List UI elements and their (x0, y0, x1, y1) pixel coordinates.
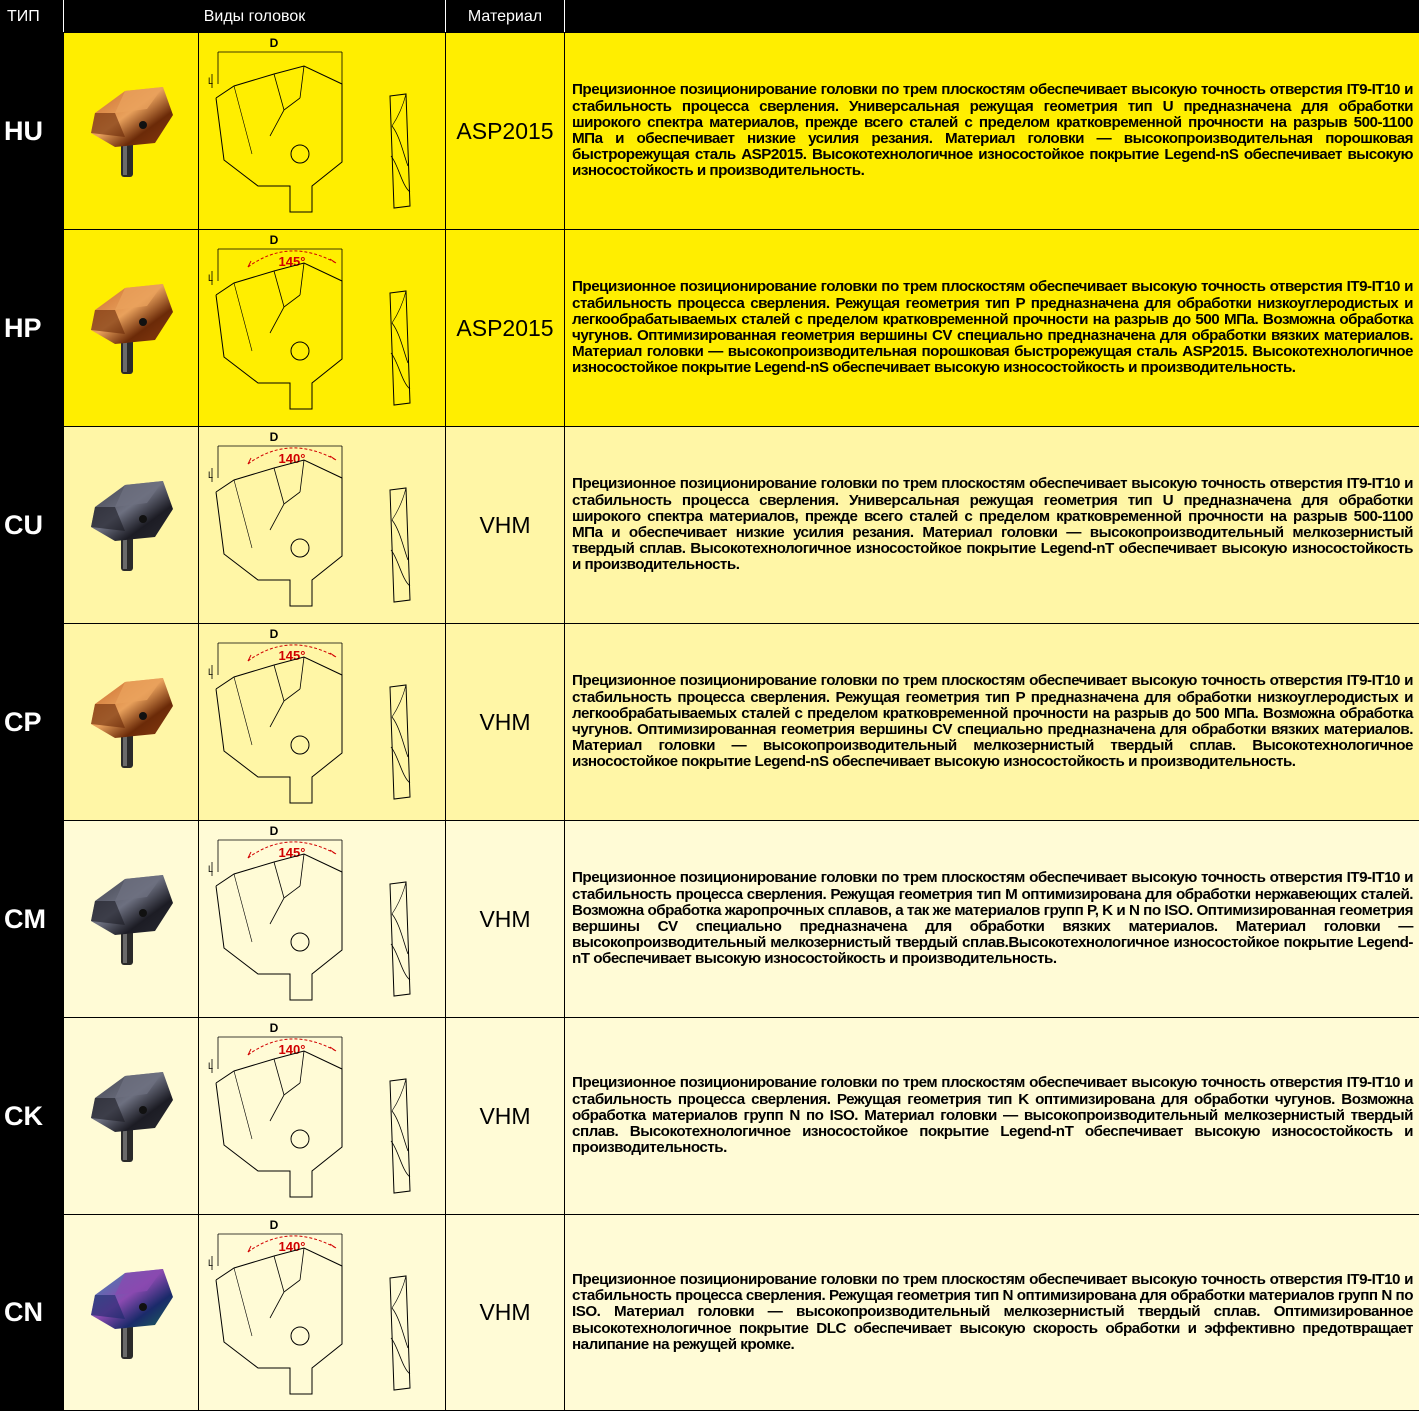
material-cell: VHM (446, 427, 565, 624)
header-views: Виды головок (64, 1, 446, 33)
head-drawing-cell: D L 145° (199, 821, 446, 1018)
angle-label: 145° (279, 254, 306, 269)
material-cell: VHM (446, 1215, 565, 1411)
head-photo (85, 278, 177, 378)
type-code: HU (1, 33, 64, 230)
head-photo (85, 475, 177, 575)
head-photo-cell (64, 230, 199, 427)
head-drawing: DL (204, 36, 440, 226)
length-label: L (208, 1258, 213, 1268)
head-drawing-cell: D L 140° (199, 427, 446, 624)
material-cell: VHM (446, 821, 565, 1018)
diameter-label: D (270, 824, 279, 838)
header-description (565, 1, 1419, 33)
description-cell: Прецизионное позиционирование головки по… (565, 230, 1419, 427)
diameter-label: D (270, 1218, 279, 1232)
head-drawing-cell: D L 140° (199, 1215, 446, 1411)
length-label: L (208, 470, 213, 480)
angle-label: 140° (279, 1239, 306, 1254)
material-cell: ASP2015 (446, 230, 565, 427)
diameter-label: D (270, 36, 279, 50)
head-photo (85, 1263, 177, 1363)
head-photo-cell (64, 1018, 199, 1215)
header-type: ТИП (1, 1, 64, 33)
length-label: L (208, 273, 213, 283)
head-drawing: D L 140° (204, 430, 440, 620)
head-drawing-cell: D L 145° (199, 230, 446, 427)
length-label: L (208, 864, 213, 874)
head-photo (85, 1066, 177, 1166)
type-code: CN (1, 1215, 64, 1411)
head-photo (85, 81, 177, 181)
head-photo (85, 869, 177, 969)
length-label: L (208, 1061, 213, 1071)
type-code: CP (1, 624, 64, 821)
angle-label: 145° (279, 845, 306, 860)
head-drawing: D L 145° (204, 233, 440, 423)
head-drawing-cell: D L 140° (199, 1018, 446, 1215)
description-cell: Прецизионное позиционирование головки по… (565, 821, 1419, 1018)
type-code: CU (1, 427, 64, 624)
length-label: L (208, 76, 213, 86)
head-drawing: D L 145° (204, 627, 440, 817)
description-cell: Прецизионное позиционирование головки по… (565, 427, 1419, 624)
length-label: L (208, 667, 213, 677)
diameter-label: D (270, 430, 279, 444)
material-cell: VHM (446, 1018, 565, 1215)
head-drawing: D L 140° (204, 1021, 440, 1211)
head-photo-cell (64, 1215, 199, 1411)
description-cell: Прецизионное позиционирование головки по… (565, 33, 1419, 230)
description-cell: Прецизионное позиционирование головки по… (565, 624, 1419, 821)
type-code: CM (1, 821, 64, 1018)
diameter-label: D (270, 1021, 279, 1035)
head-photo-cell (64, 33, 199, 230)
header-material: Материал (446, 1, 565, 33)
diameter-label: D (270, 627, 279, 641)
angle-label: 140° (279, 451, 306, 466)
type-code: HP (1, 230, 64, 427)
description-cell: Прецизионное позиционирование головки по… (565, 1215, 1419, 1411)
head-photo-cell (64, 624, 199, 821)
angle-label: 145° (279, 648, 306, 663)
material-cell: VHM (446, 624, 565, 821)
angle-label: 140° (279, 1042, 306, 1057)
head-photo-cell (64, 821, 199, 1018)
head-drawing: D L 145° (204, 824, 440, 1014)
head-photo-cell (64, 427, 199, 624)
description-cell: Прецизионное позиционирование головки по… (565, 1018, 1419, 1215)
head-drawing-cell: D L 145° (199, 624, 446, 821)
material-cell: ASP2015 (446, 33, 565, 230)
head-drawing: D L 140° (204, 1218, 440, 1408)
head-photo (85, 672, 177, 772)
diameter-label: D (270, 233, 279, 247)
table-header: ТИП Виды головок Материал (1, 1, 1419, 33)
type-code: CK (1, 1018, 64, 1215)
